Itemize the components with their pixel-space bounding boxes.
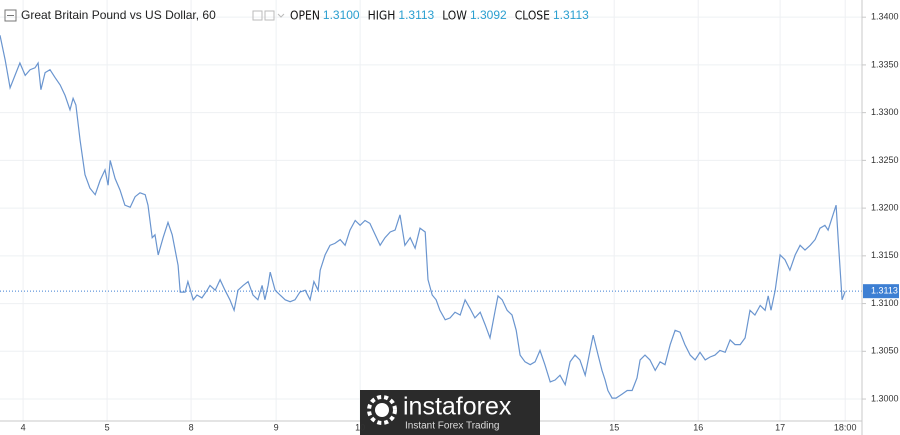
watermark: instaforex Instant Forex Trading xyxy=(360,390,540,435)
x-tick-label: 17 xyxy=(775,422,785,432)
x-tick-label: 8 xyxy=(189,422,194,432)
format-icon[interactable] xyxy=(264,10,275,21)
y-tick-label: 1.3100 xyxy=(871,298,899,308)
plot-area xyxy=(0,0,862,421)
x-tick-label: 18:00 xyxy=(834,422,857,432)
field-label: LOW xyxy=(442,9,467,23)
x-tick-label: 16 xyxy=(693,422,703,432)
watermark-gear-hub xyxy=(375,403,389,417)
y-tick-label: 1.3150 xyxy=(871,250,899,260)
collapse-icon[interactable] xyxy=(4,9,17,22)
watermark-bg xyxy=(360,390,540,435)
y-tick-label: 1.3000 xyxy=(871,393,899,403)
watermark-gear xyxy=(367,395,397,425)
symbol-title: Great Britain Pound vs US Dollar, 60 xyxy=(21,8,216,22)
more-icon[interactable] xyxy=(277,13,285,18)
field-label: CLOSE xyxy=(515,9,550,23)
field-value: 1.3113 xyxy=(398,8,434,22)
settings-icon[interactable] xyxy=(252,10,263,21)
last-price-label: 1.3113 xyxy=(871,286,898,296)
last-price-tag xyxy=(863,284,899,299)
field-label: OPEN xyxy=(290,9,320,23)
price-line xyxy=(0,35,846,399)
legend-header: Great Britain Pound vs US Dollar, 60 OPE… xyxy=(4,8,589,23)
watermark-tagline: Instant Forex Trading xyxy=(405,421,500,432)
y-tick-label: 1.3200 xyxy=(871,202,899,212)
x-tick-label: 4 xyxy=(21,422,26,432)
y-tick-label: 1.3250 xyxy=(871,155,899,165)
field-value: 1.3100 xyxy=(323,8,360,22)
x-tick-label: 10 xyxy=(355,422,365,432)
field-label: HIGH xyxy=(368,9,396,23)
x-tick-label: 9 xyxy=(274,422,279,432)
y-tick-label: 1.3350 xyxy=(871,59,899,69)
watermark-name: instaforex xyxy=(403,393,512,421)
y-tick-label: 1.3300 xyxy=(871,107,899,117)
y-tick-label: 1.3050 xyxy=(871,346,899,356)
x-tick-label: 5 xyxy=(105,422,110,432)
x-tick-label: 15 xyxy=(609,422,619,432)
y-tick-label: 1.3400 xyxy=(871,12,899,22)
field-value: 1.3092 xyxy=(470,8,507,22)
field-value: 1.3113 xyxy=(553,8,589,22)
